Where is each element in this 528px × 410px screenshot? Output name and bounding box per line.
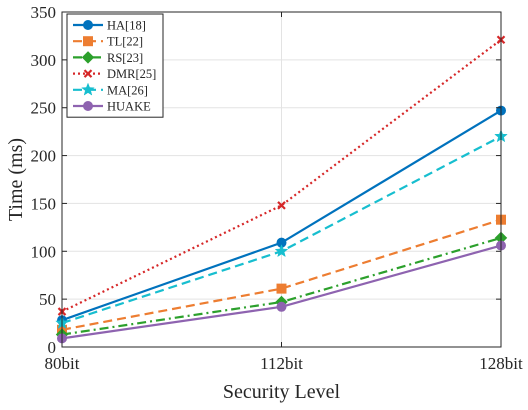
legend-marker <box>83 101 93 111</box>
legend: HA[18] TL[22] RS[23] DMR[25] MA[26] HUAKE <box>66 13 164 118</box>
legend-marker <box>81 51 95 64</box>
x-tick-label: 80bit <box>45 354 80 373</box>
y-tick-label: 350 <box>31 3 57 22</box>
legend-label: TL[22] <box>107 35 143 49</box>
data-point <box>276 283 287 294</box>
legend-marker <box>83 20 93 30</box>
y-tick-label: 100 <box>31 242 57 261</box>
legend-label: RS[23] <box>107 51 143 65</box>
legend-label: MA[26] <box>107 83 148 97</box>
y-tick-label: 150 <box>31 194 57 213</box>
x-axis-ticks: 80bit 112bit 128bit <box>45 12 523 373</box>
legend-marker-stroke <box>83 69 93 78</box>
data-point-stroke <box>277 201 286 210</box>
y-tick-label: 250 <box>31 99 57 118</box>
y-tick-label: 200 <box>31 147 57 166</box>
series-line <box>61 218 502 331</box>
legend-marker <box>83 69 93 78</box>
y-tick-label: 300 <box>31 51 57 70</box>
legend-marker <box>81 82 95 96</box>
x-tick-label: 128bit <box>479 354 523 373</box>
x-tick-label: 112bit <box>260 354 303 373</box>
series-HUAKE <box>57 240 506 344</box>
data-point <box>276 301 287 312</box>
legend-label: HUAKE <box>107 100 151 114</box>
y-tick-label: 0 <box>48 338 57 357</box>
y-axis-ticks: 0 50 100 150 200 250 300 350 <box>31 3 501 357</box>
y-axis-label: Time (ms) <box>5 138 27 221</box>
series-line <box>61 38 502 313</box>
legend-box <box>66 13 164 118</box>
legend-label: DMR[25] <box>107 67 156 81</box>
legend-marker <box>83 36 93 47</box>
x-axis-label: Security Level <box>223 381 341 403</box>
data-point <box>274 244 289 258</box>
data-point <box>277 201 286 210</box>
legend-label: HA[18] <box>107 19 146 33</box>
y-tick-label: 50 <box>39 290 56 309</box>
series-line <box>61 236 502 336</box>
